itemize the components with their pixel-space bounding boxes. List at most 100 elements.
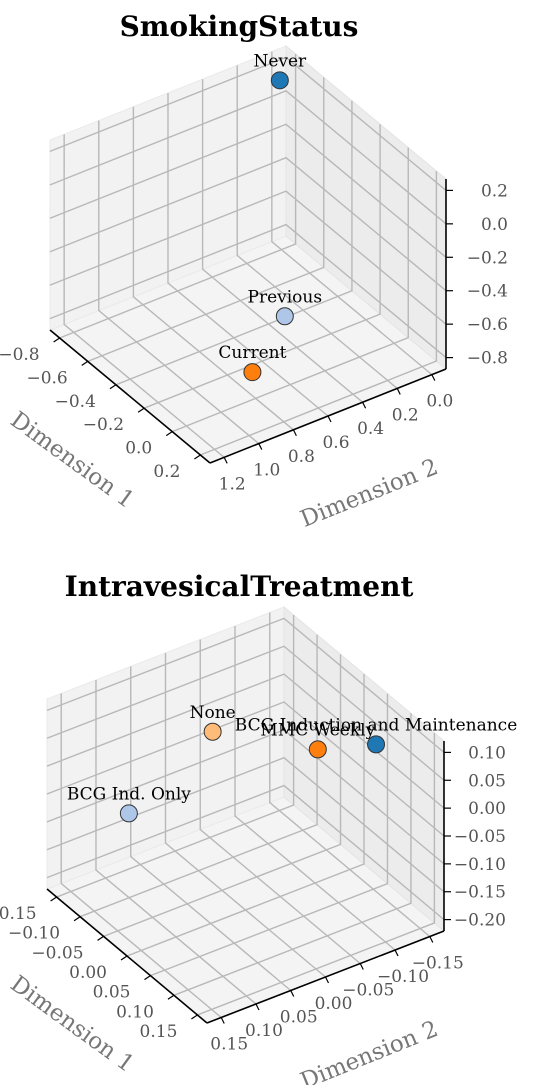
y-grid-line [98,120,260,445]
z-tick-label: 0.05 [468,771,506,791]
y-tick-label: 1.0 [253,461,280,481]
z-grid-line [49,190,447,325]
z-grid-line [46,729,445,865]
z-tick-label: −0.15 [454,883,506,903]
y-tick-mark [324,976,330,984]
y-tick-label: −0.15 [412,954,464,974]
z-grid-line [46,617,445,753]
tick-labels: 0.150.100.050.00−0.05−0.10−0.150.150.100… [0,743,506,1054]
data-point [203,722,222,741]
z-tick-label: −0.8 [467,349,508,369]
y-tick-label: 0.0 [426,392,453,412]
chart-smoking-status: SmokingStatus 0.2 0.0 −0.2 −0.4 −0.6 −0.8 1.2 1… [0,10,508,533]
x-tick-mark [109,384,117,390]
z-tick-label: 0.10 [468,743,506,763]
y-tick-mark [431,374,436,381]
x-tick-label: −0.4 [55,392,96,412]
y-tick-mark [258,443,263,450]
y-tick-label: −0.10 [377,967,429,987]
x-grid-line [143,124,381,409]
z-tick-label: −0.6 [467,315,508,335]
x-grid-line [126,674,365,957]
z-grid-line [46,673,445,809]
y-tick-mark [223,457,228,464]
x-grid-line [150,693,389,977]
z-tick-label: −0.05 [454,827,506,847]
y-tick-label: −0.05 [342,981,394,1001]
x-grid-line [103,654,342,937]
x-grid-line [200,171,438,456]
x-grid-line [197,732,436,1016]
x-tick-label: 0.05 [93,983,131,1003]
y-grid-line [95,679,257,1005]
x-tick-mark [144,975,151,981]
point-label: MMC Weekly [260,720,375,740]
x-tick-mark [97,935,104,941]
y-grid-line [130,666,292,992]
z-grid-line [49,156,447,292]
y-tick-label: 0.05 [280,1007,318,1027]
x-tick-mark [191,1014,198,1020]
y-grid-line [269,612,431,938]
x-tick-label: 0.00 [69,963,107,983]
z-grid-line [46,701,445,837]
z-grid-line [49,56,447,191]
x-grid-line [59,53,297,339]
x-tick-label: −0.15 [0,904,37,924]
axes-panes [49,44,447,464]
y-tick-label: 0.00 [315,994,353,1014]
data-point [275,307,294,326]
x-tick-label: 0.10 [116,1002,154,1022]
y-tick-mark [359,963,364,970]
y-tick-label: 1.2 [219,474,246,494]
x-axis-line [49,329,211,464]
y-tick-mark [220,1017,225,1024]
y-tick-mark [290,990,295,997]
y-grid-line [236,65,398,389]
x-tick-mark [165,431,173,437]
point-label: Current [218,343,286,363]
x-tick-label: 0.15 [140,1022,178,1042]
data-points: Never Previous Current [218,51,323,382]
z-tick-label: −0.2 [467,248,508,268]
x-tick-mark [81,360,89,366]
y-tick-label: 0.2 [392,405,419,425]
y-tick-label: 0.10 [245,1021,283,1041]
z-grid-line [49,223,447,359]
chart-title: SmokingStatus [120,10,359,43]
chart-intravesical-treatment: IntravesicalTreatment 0.150.100.050.00−0… [0,570,517,1085]
x-tick-mark [50,896,57,902]
y-grid-line [60,693,222,1019]
data-point [367,735,386,754]
x-grid-line [87,77,325,363]
y-tick-mark [396,388,401,395]
x-tick-label: −0.6 [26,368,67,388]
y-tick-label: 0.8 [288,447,315,467]
z-tick-label: −0.20 [454,911,506,931]
point-label: None [190,703,236,723]
y-tick-mark [327,415,332,423]
x-tick-label: −0.05 [31,943,83,963]
x-grid-line [171,147,409,433]
point-label: BCG Induction and Maintenance [235,715,517,735]
axes-panes [46,605,445,1024]
z-grid-line [49,90,447,225]
point-label: Previous [248,287,323,307]
point-label: BCG Ind. Only [67,784,191,804]
y-tick-mark [292,429,297,437]
z-grid-line [46,784,445,921]
x-tick-mark [73,916,81,922]
x-tick-label: 0.0 [125,439,152,459]
y-tick-label: 0.6 [322,433,349,453]
y-tick-mark [362,401,367,409]
z-grid-line [46,645,445,781]
y-tick-mark [429,936,434,943]
y-grid-line [63,134,225,458]
x-tick-label: −0.8 [0,345,40,365]
y-grid-line [199,639,361,965]
y-tick-label: 0.4 [357,419,384,439]
x-tick-mark [137,407,145,413]
x-tick-mark [167,994,175,1000]
y-axis-label: Dimension 2 [297,454,442,533]
